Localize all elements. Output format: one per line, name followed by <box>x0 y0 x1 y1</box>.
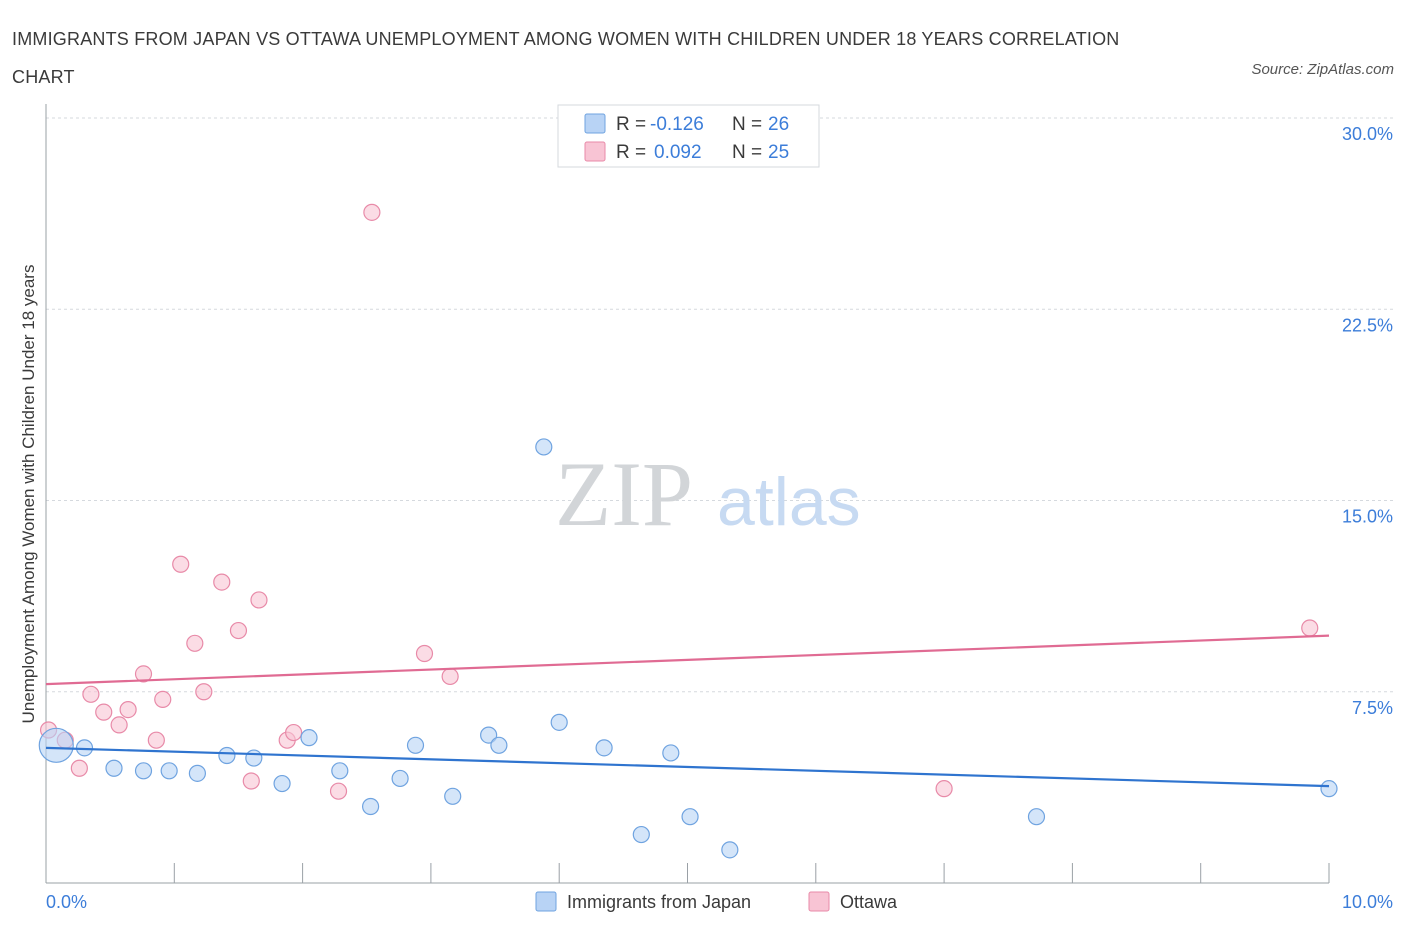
point-ottawa <box>415 644 434 663</box>
point-japan <box>632 825 650 844</box>
legend-swatch-japan <box>535 891 557 912</box>
legend-r-value: -0.126 <box>650 114 704 135</box>
legend-r-label: R = <box>616 142 646 163</box>
point-japan <box>681 808 699 826</box>
point-japan <box>300 729 318 747</box>
point-ottawa <box>147 731 165 749</box>
point-ottawa <box>285 723 303 742</box>
series-legend: Immigrants from Japan Ottawa <box>535 891 898 912</box>
point-ottawa <box>110 716 128 734</box>
point-ottawa <box>172 555 190 573</box>
point-japan <box>188 764 206 782</box>
y-tick-labels: 7.5% 15.0% 22.5% 30.0% <box>1342 124 1393 718</box>
legend-swatch-pink <box>584 141 606 162</box>
y-tick-label: 7.5% <box>1352 698 1393 718</box>
legend-r-value: 0.092 <box>654 142 702 163</box>
point-ottawa <box>213 573 231 591</box>
point-japan <box>480 726 498 744</box>
point-japan <box>331 762 349 780</box>
point-ottawa <box>250 591 268 609</box>
point-ottawa <box>242 772 260 790</box>
trend-line-japan <box>45 746 1330 788</box>
point-japan <box>662 744 680 762</box>
point-ottawa <box>70 759 88 777</box>
legend-r-label: R = <box>616 114 646 135</box>
point-japan <box>721 841 739 859</box>
point-ottawa <box>229 621 248 640</box>
y-tick-label: 15.0% <box>1342 507 1393 527</box>
point-ottawa <box>441 667 459 686</box>
point-japan <box>490 736 508 754</box>
legend-label-japan: Immigrants from Japan <box>567 892 751 912</box>
x-tick-label: 10.0% <box>1342 892 1393 912</box>
watermark-atlas: atlas <box>717 464 861 540</box>
legend-swatch-ottawa <box>808 891 830 912</box>
point-japan <box>218 746 236 765</box>
point-ottawa <box>363 203 381 221</box>
trend-line-ottawa <box>45 634 1330 686</box>
point-japan <box>595 739 613 757</box>
point-japan <box>245 749 263 767</box>
watermark-zip: ZIP <box>555 443 693 545</box>
point-japan <box>406 736 425 754</box>
chart-source: Source: ZipAtlas.com <box>1251 61 1394 78</box>
watermark: ZIP atlas <box>555 443 861 545</box>
point-ottawa <box>119 700 137 719</box>
point-ottawa <box>95 703 113 721</box>
point-japan <box>535 438 553 456</box>
point-japan <box>105 759 123 777</box>
legend-n-label: N = <box>732 142 762 163</box>
chart-title: IMMIGRANTS FROM JAPAN VS OTTAWA UNEMPLOY… <box>12 29 1120 87</box>
legend-swatch-blue <box>584 113 606 134</box>
y-axis-label: Unemployment Among Women with Children U… <box>19 265 38 724</box>
y-tick-label: 30.0% <box>1342 124 1393 144</box>
y-tick-label: 22.5% <box>1342 315 1393 335</box>
legend-n-value: 25 <box>768 142 789 163</box>
point-ottawa <box>935 780 953 798</box>
point-japan <box>1320 780 1338 798</box>
data-points <box>38 203 1338 859</box>
trend-lines <box>45 634 1330 788</box>
point-ottawa <box>134 665 153 683</box>
point-japan <box>134 762 153 780</box>
point-ottawa <box>186 634 204 652</box>
point-japan <box>550 713 568 731</box>
x-tick-labels: 0.0% 10.0% <box>46 892 1393 912</box>
point-ottawa <box>329 782 348 800</box>
x-tick-label: 0.0% <box>46 892 87 912</box>
point-japan <box>38 727 74 763</box>
point-ottawa <box>82 685 100 703</box>
point-japan <box>391 769 409 788</box>
point-ottawa <box>1301 619 1319 637</box>
grid-lines <box>46 117 1393 693</box>
point-japan <box>444 787 462 805</box>
legend-label-ottawa: Ottawa <box>840 892 898 912</box>
correlation-legend: R = -0.126 N = 26 R = 0.092 N = 25 <box>557 104 820 168</box>
point-japan <box>273 774 291 793</box>
point-ottawa <box>195 683 213 701</box>
legend-n-label: N = <box>732 114 762 135</box>
point-japan <box>361 797 380 816</box>
point-japan <box>1027 808 1046 826</box>
point-japan <box>160 762 178 780</box>
legend-n-value: 26 <box>768 114 789 135</box>
point-ottawa <box>154 690 172 709</box>
